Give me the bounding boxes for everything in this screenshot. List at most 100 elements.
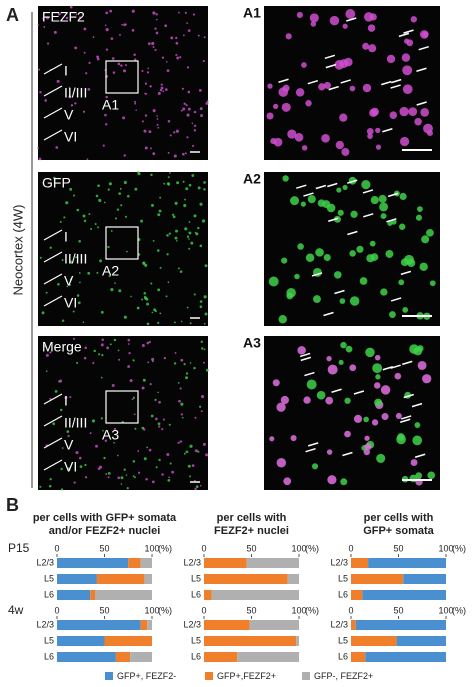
cell-dot <box>297 243 304 250</box>
cell-dot <box>131 398 134 401</box>
cell-dot <box>359 277 368 285</box>
layer-label: V <box>64 273 74 289</box>
cell-dot <box>124 215 127 218</box>
cell-dot <box>141 298 144 301</box>
layer-line <box>43 459 63 471</box>
arrow <box>400 415 412 420</box>
cell-dot <box>38 68 41 71</box>
cell-dot <box>326 355 332 362</box>
cell-dot <box>69 278 73 281</box>
arrow <box>307 442 319 447</box>
cell-dot <box>175 239 178 242</box>
cell-dot <box>307 195 316 204</box>
category-label: L6 <box>44 651 54 661</box>
cell-dot <box>131 29 135 32</box>
cell-dot <box>180 358 184 362</box>
cell-dot <box>164 24 168 28</box>
cell-dot <box>74 46 78 50</box>
cell-dot <box>193 479 196 482</box>
cell-dot <box>203 181 206 184</box>
cell-dot <box>78 456 82 460</box>
cell-dot <box>155 417 158 421</box>
cell-dot <box>161 428 164 431</box>
inset-label: A3 <box>102 427 119 443</box>
cell-dot <box>188 231 192 235</box>
cell-dot <box>343 57 353 67</box>
cell-dot <box>169 172 171 174</box>
micrograph <box>38 336 208 490</box>
bar-segment <box>351 574 404 584</box>
cell-dot <box>86 158 89 161</box>
group-label: P15 <box>8 541 30 555</box>
cell-dot <box>132 475 135 478</box>
cell-dot <box>276 402 286 412</box>
cell-dot <box>340 478 348 486</box>
cell-dot <box>91 419 96 423</box>
cell-dot <box>141 70 144 73</box>
cell-dot <box>107 188 110 191</box>
layer-label: VI <box>64 295 77 311</box>
cell-dot <box>101 338 105 342</box>
cell-dot <box>146 302 150 306</box>
arrow <box>398 32 410 38</box>
cell-dot <box>195 485 199 489</box>
layer-line <box>43 229 63 241</box>
cell-dot <box>124 64 127 67</box>
cell-dot <box>180 320 183 323</box>
layer-label: VI <box>64 459 77 475</box>
category-label: L2/3 <box>36 557 54 567</box>
cell-dot <box>345 9 356 19</box>
cell-dot <box>182 152 185 156</box>
cell-dot <box>39 256 42 259</box>
cell-dot <box>158 458 161 462</box>
layer-label: I <box>64 63 68 79</box>
cell-dot <box>205 101 209 105</box>
cell-dot <box>96 271 99 274</box>
cell-dot <box>123 180 127 185</box>
cell-dot <box>141 120 144 123</box>
cell-dot <box>205 368 209 372</box>
cell-dot <box>313 295 321 304</box>
cell-dot <box>42 17 44 20</box>
cell-dot <box>179 270 183 273</box>
cell-dot <box>181 416 184 419</box>
cell-dot <box>109 9 113 13</box>
cell-dot <box>100 376 103 379</box>
cell-dot <box>385 250 394 258</box>
cell-dot <box>66 285 69 288</box>
cell-dot <box>399 136 410 147</box>
cell-dot <box>125 474 128 476</box>
bar-segment <box>128 558 141 568</box>
cell-dot <box>49 397 52 400</box>
cell-dot <box>122 69 127 73</box>
cell-dot <box>174 351 177 354</box>
cell-dot <box>203 361 205 364</box>
cell-dot <box>56 79 60 83</box>
cell-dot <box>174 236 178 240</box>
cell-dot <box>289 196 300 206</box>
cell-dot <box>147 67 150 70</box>
cell-dot <box>46 16 50 20</box>
layer-label: II/III <box>64 85 87 101</box>
bar-segment <box>396 636 446 646</box>
cell-dot <box>173 362 177 365</box>
cell-dot <box>69 5 73 9</box>
cell-dot <box>154 398 157 402</box>
cell-dot <box>151 357 155 361</box>
cell-dot <box>84 463 87 467</box>
cell-dot <box>110 37 114 40</box>
cell-dot <box>161 473 164 476</box>
cell-dot <box>112 71 116 74</box>
cell-dot <box>145 297 149 301</box>
cell-dot <box>133 413 136 416</box>
cell-dot <box>180 109 183 112</box>
cell-dot <box>186 66 190 69</box>
cell-dot <box>389 111 398 119</box>
arrow <box>416 101 427 106</box>
cell-dot <box>135 109 137 111</box>
cell-dot <box>156 123 159 126</box>
cell-dot <box>367 133 373 139</box>
cell-dot <box>415 214 422 221</box>
x-tick-label: 0 <box>54 543 59 553</box>
cell-dot <box>280 395 290 405</box>
